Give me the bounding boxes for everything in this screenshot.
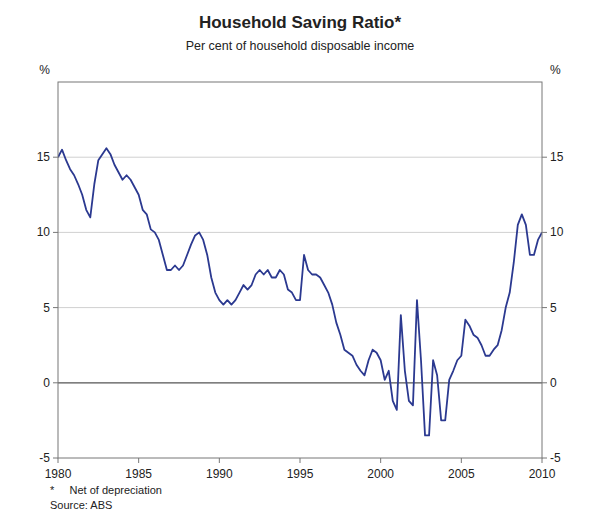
y2-tick-label: -5 bbox=[550, 451, 561, 465]
x-tick-label: 1985 bbox=[125, 467, 152, 481]
x-tick bbox=[380, 458, 381, 463]
x-tick bbox=[58, 458, 59, 463]
zero-line bbox=[58, 382, 542, 383]
y-tick-label: -5 bbox=[39, 451, 50, 465]
y2-tick-label: 10 bbox=[550, 225, 564, 239]
y2-tick bbox=[542, 458, 547, 459]
y2-tick bbox=[542, 307, 547, 308]
x-tick-label: 2010 bbox=[529, 467, 556, 481]
y-axis-label: % bbox=[39, 63, 50, 77]
footnote: * Net of depreciation bbox=[50, 484, 162, 496]
x-tick-label: 2000 bbox=[367, 467, 394, 481]
x-tick bbox=[300, 458, 301, 463]
x-tick bbox=[219, 458, 220, 463]
x-tick bbox=[138, 458, 139, 463]
y2-tick-label: 5 bbox=[550, 301, 557, 315]
y-tick-label: 0 bbox=[43, 376, 50, 390]
grid bbox=[58, 157, 542, 383]
grid-line bbox=[58, 232, 542, 233]
y2-tick-label: 0 bbox=[550, 376, 557, 390]
data-line bbox=[58, 148, 542, 435]
x-tick-label: 1990 bbox=[206, 467, 233, 481]
y-tick bbox=[53, 307, 58, 308]
chart: Household Saving Ratio* Per cent of house… bbox=[0, 0, 600, 520]
grid-line bbox=[58, 157, 542, 158]
title: Household Saving Ratio* bbox=[199, 13, 402, 32]
x-tick bbox=[542, 458, 543, 463]
y-tick bbox=[53, 232, 58, 233]
footnote: Source: ABS bbox=[50, 499, 112, 511]
y-tick bbox=[53, 458, 58, 459]
x-tick-label: 1980 bbox=[45, 467, 72, 481]
y-tick-label: 5 bbox=[43, 301, 50, 315]
x-tick-label: 1995 bbox=[287, 467, 314, 481]
y-tick bbox=[53, 382, 58, 383]
y-tick bbox=[53, 157, 58, 158]
y-tick-label: 15 bbox=[37, 150, 51, 164]
y2-tick bbox=[542, 382, 547, 383]
plot-frame bbox=[58, 82, 542, 458]
y-tick-label: 10 bbox=[37, 225, 51, 239]
grid-line bbox=[58, 307, 542, 308]
y2-tick bbox=[542, 157, 547, 158]
axes: 1980 1985 1990 1995 2000 2005 2010 -5 0 5 10 15 -5 0 5… bbox=[37, 150, 564, 481]
plot-area bbox=[58, 148, 542, 435]
x-tick bbox=[461, 458, 462, 463]
y2-tick bbox=[542, 232, 547, 233]
x-tick-label: 2005 bbox=[448, 467, 475, 481]
subtitle: Per cent of household disposable income bbox=[186, 39, 415, 53]
y2-tick-label: 15 bbox=[550, 150, 564, 164]
y2-axis-label: % bbox=[550, 63, 561, 77]
